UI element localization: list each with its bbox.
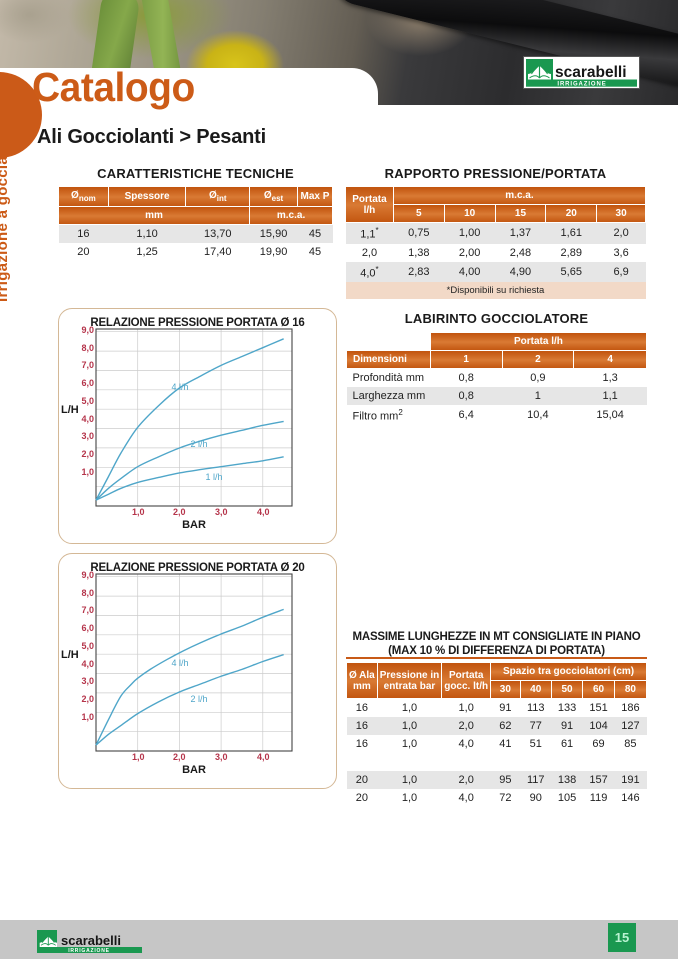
svg-text:2 l/h: 2 l/h xyxy=(190,439,207,449)
svg-text:1 l/h: 1 l/h xyxy=(205,472,222,482)
svg-text:2 l/h: 2 l/h xyxy=(190,694,207,704)
svg-text:scarabelli: scarabelli xyxy=(555,64,627,81)
svg-text:4 l/h: 4 l/h xyxy=(171,658,188,668)
svg-text:4 l/h: 4 l/h xyxy=(171,382,188,392)
svg-text:IRRIGAZIONE: IRRIGAZIONE xyxy=(557,82,606,88)
svg-text:IRRIGAZIONE: IRRIGAZIONE xyxy=(68,948,110,953)
svg-text:scarabelli: scarabelli xyxy=(61,933,121,948)
